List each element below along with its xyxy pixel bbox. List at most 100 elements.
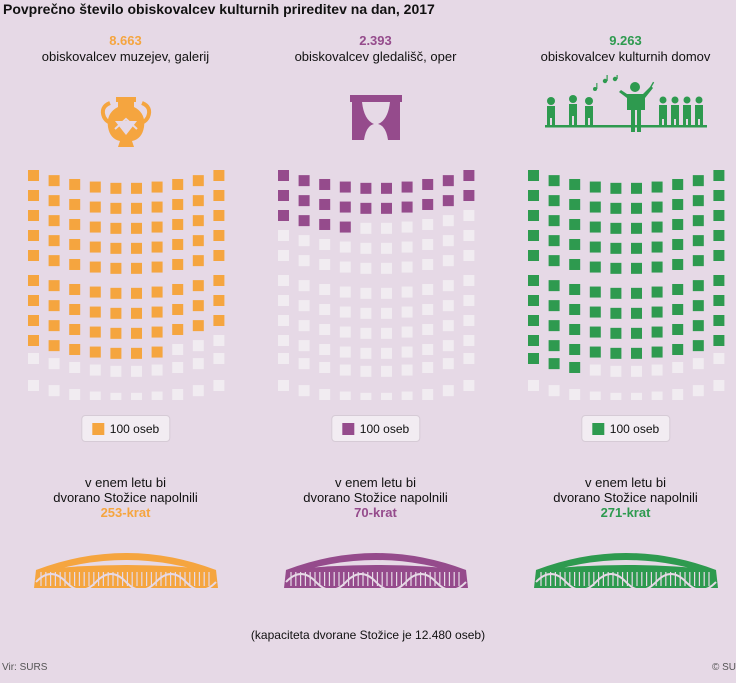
seat-filled bbox=[589, 261, 601, 273]
seat-empty bbox=[381, 222, 392, 234]
seat-filled bbox=[692, 280, 704, 292]
seat-empty bbox=[589, 364, 601, 376]
seat-empty bbox=[651, 391, 663, 400]
seat-filled bbox=[548, 300, 560, 312]
seat-empty bbox=[278, 315, 289, 326]
seat-filled bbox=[589, 241, 601, 253]
seat-empty bbox=[422, 323, 434, 335]
seat-filled bbox=[110, 327, 122, 339]
seat-filled bbox=[172, 218, 184, 230]
seat-empty bbox=[401, 391, 413, 400]
seat-filled bbox=[131, 307, 142, 319]
seat-empty bbox=[401, 286, 413, 298]
seat-filled bbox=[569, 218, 581, 230]
seat-empty bbox=[298, 385, 310, 397]
seat-filled bbox=[28, 210, 39, 221]
fill-times: 271-krat bbox=[600, 505, 651, 520]
seat-filled bbox=[69, 283, 81, 295]
seat-filled bbox=[192, 195, 204, 207]
seat-empty bbox=[442, 385, 454, 397]
seat-filled bbox=[89, 286, 101, 298]
seat-filled bbox=[172, 198, 184, 210]
seat-filled bbox=[569, 343, 581, 355]
capacity-note: (kapaciteta dvorane Stožice je 12.480 os… bbox=[250, 628, 486, 642]
legend: 100 oseb bbox=[580, 415, 671, 442]
seat-empty bbox=[319, 303, 331, 315]
seat-empty bbox=[319, 238, 331, 250]
seat-filled bbox=[692, 235, 704, 247]
seat-filled bbox=[110, 262, 122, 274]
seat-filled bbox=[442, 175, 454, 187]
seat-filled bbox=[610, 327, 622, 339]
seat-empty bbox=[278, 250, 289, 261]
chart-title: Povprečno število obiskovalcev kulturnih… bbox=[3, 1, 435, 17]
seat-filled bbox=[548, 280, 560, 292]
seat-filled bbox=[569, 303, 581, 315]
seat-filled bbox=[48, 175, 60, 187]
seat-empty bbox=[422, 343, 434, 355]
seat-empty bbox=[463, 335, 475, 346]
seat-filled bbox=[192, 255, 204, 267]
seat-empty bbox=[442, 255, 454, 267]
seat-empty bbox=[213, 335, 225, 346]
seat-empty bbox=[589, 391, 601, 400]
seat-filled bbox=[131, 222, 142, 234]
seat-filled bbox=[110, 307, 122, 319]
seat-filled bbox=[278, 170, 289, 181]
seat-filled bbox=[631, 262, 642, 274]
seat-filled bbox=[548, 340, 560, 352]
seat-filled bbox=[213, 250, 225, 261]
seat-filled bbox=[610, 347, 622, 359]
seat-filled bbox=[548, 215, 560, 227]
seat-empty bbox=[463, 210, 475, 221]
seat-empty bbox=[692, 358, 704, 370]
seat-filled bbox=[631, 347, 642, 359]
seat-filled bbox=[172, 323, 184, 335]
seat-filled bbox=[278, 190, 289, 201]
stat-label: obiskovalcev kulturnih domov bbox=[540, 49, 711, 64]
seat-filled bbox=[672, 238, 684, 250]
seat-empty bbox=[401, 326, 413, 338]
source: Vir: SURS bbox=[2, 662, 48, 673]
seat-filled bbox=[569, 283, 581, 295]
seat-empty bbox=[381, 287, 392, 299]
seat-filled bbox=[713, 315, 725, 326]
seat-filled bbox=[569, 238, 581, 250]
seat-empty bbox=[69, 388, 81, 400]
seat-empty bbox=[360, 307, 372, 319]
seat-filled bbox=[672, 303, 684, 315]
seat-filled bbox=[213, 315, 225, 326]
seat-empty bbox=[463, 315, 475, 326]
seat-filled bbox=[151, 201, 163, 213]
seat-filled bbox=[360, 202, 372, 214]
seat-empty bbox=[278, 295, 289, 306]
seat-empty bbox=[278, 335, 289, 346]
seat-filled bbox=[528, 230, 539, 241]
stat-label: obiskovalcev gledališč, oper bbox=[294, 49, 457, 64]
seat-filled bbox=[89, 241, 101, 253]
legend: 100 oseb bbox=[80, 415, 171, 442]
seat-empty bbox=[213, 353, 225, 364]
seat-empty bbox=[610, 392, 622, 400]
seat-empty bbox=[192, 358, 204, 370]
fill-line-2: dvorano Stožice napolnili bbox=[303, 490, 448, 505]
seat-filled bbox=[360, 182, 372, 194]
seat-filled bbox=[192, 175, 204, 187]
seat-empty bbox=[548, 385, 560, 397]
seat-empty bbox=[401, 261, 413, 273]
seat-empty bbox=[360, 222, 372, 234]
seat-filled bbox=[69, 198, 81, 210]
seat-filled bbox=[48, 340, 60, 352]
seat-filled bbox=[319, 178, 331, 190]
seat-filled bbox=[213, 275, 225, 286]
seat-filled bbox=[548, 235, 560, 247]
seat-empty bbox=[422, 238, 434, 250]
seat-empty bbox=[319, 323, 331, 335]
seat-empty bbox=[278, 353, 289, 364]
seat-filled bbox=[172, 283, 184, 295]
seat-filled bbox=[672, 178, 684, 190]
seat-filled bbox=[631, 327, 642, 339]
seat-filled bbox=[651, 201, 663, 213]
seat-filled bbox=[69, 303, 81, 315]
seat-filled bbox=[631, 202, 642, 214]
